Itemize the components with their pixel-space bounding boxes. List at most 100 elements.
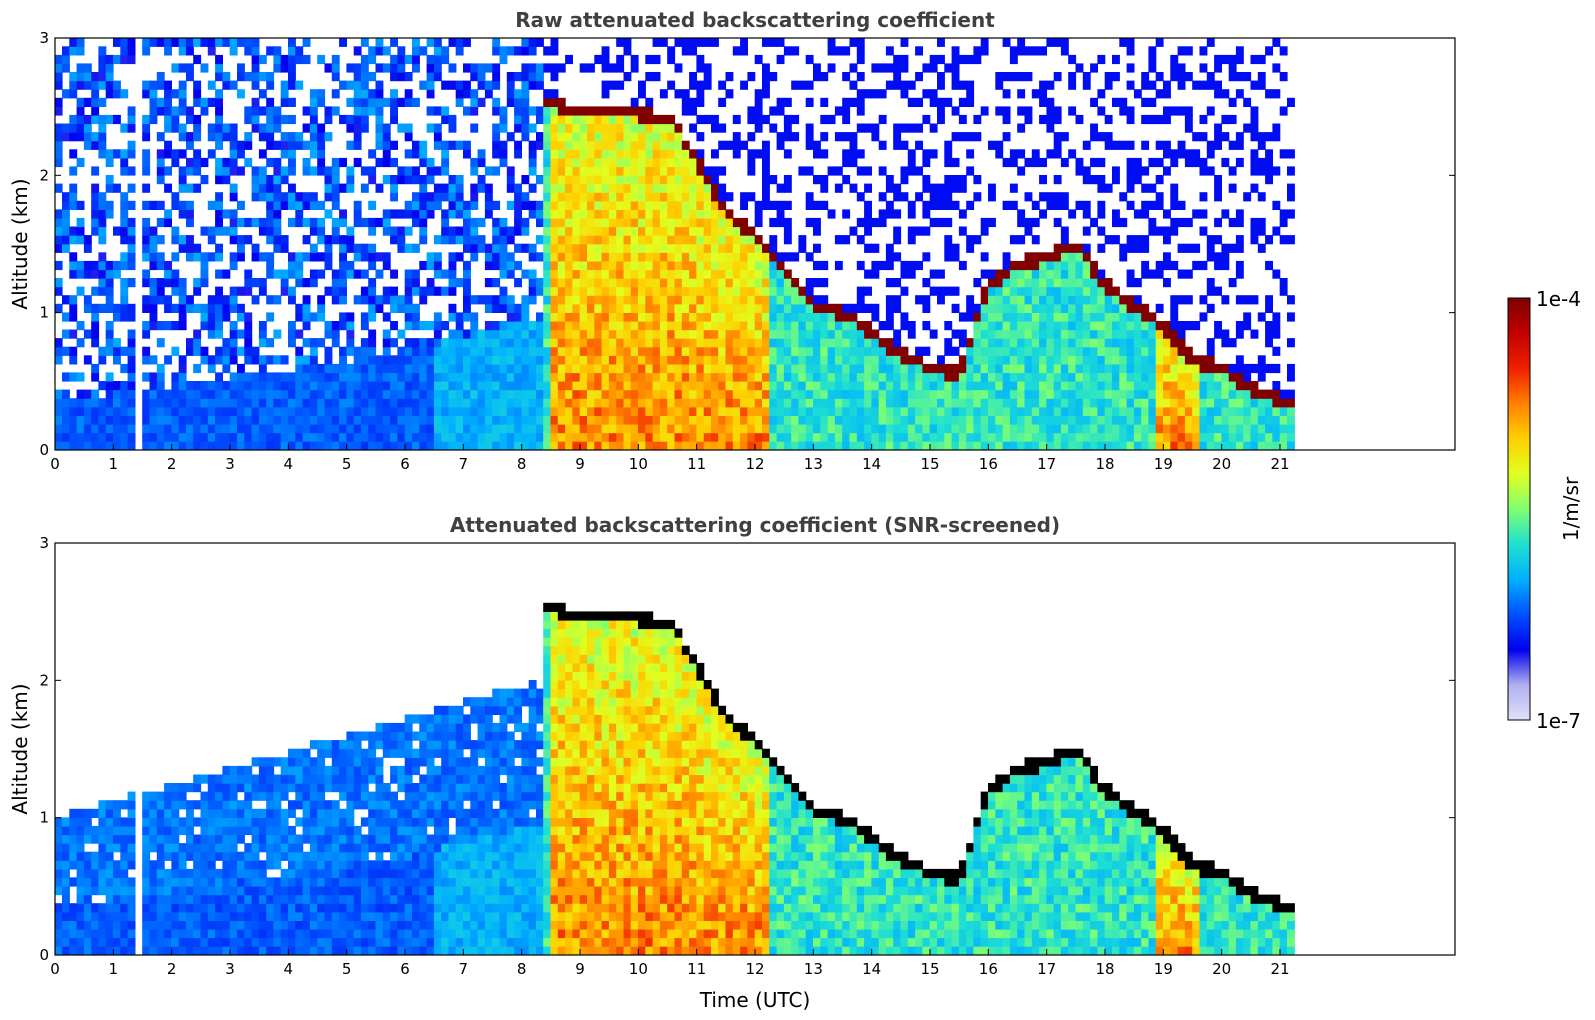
heatmap-cell	[638, 89, 646, 99]
heatmap-cell	[601, 114, 610, 125]
heatmap-cell	[127, 381, 136, 391]
heatmap-cell	[973, 46, 982, 56]
heatmap-cell	[1024, 346, 1033, 356]
heatmap-cell	[164, 398, 172, 408]
heatmap-cell	[645, 363, 654, 374]
heatmap-cell	[492, 372, 501, 382]
heatmap-cell	[608, 183, 617, 193]
heatmap-cell	[652, 192, 661, 202]
heatmap-cell	[783, 415, 792, 425]
heatmap-cell	[1170, 321, 1179, 331]
heatmap-cell	[127, 424, 136, 434]
heatmap-cell	[1112, 346, 1120, 356]
heatmap-cell	[1017, 329, 1026, 339]
heatmap-cell	[521, 295, 530, 305]
heatmap-cell	[382, 46, 391, 56]
heatmap-cell	[711, 260, 719, 271]
heatmap-cell	[980, 329, 989, 339]
heatmap-cell	[885, 183, 894, 193]
heatmap-cell	[557, 217, 566, 228]
heatmap-cell	[1053, 295, 1062, 305]
heatmap-cell	[856, 123, 865, 133]
heatmap-cell	[1155, 226, 1164, 236]
heatmap-cell	[397, 63, 406, 73]
heatmap-cell	[207, 123, 216, 133]
heatmap-cell	[1031, 260, 1040, 271]
heatmap-cell	[1024, 278, 1033, 288]
heatmap-cell	[718, 381, 727, 391]
heatmap-cell	[929, 424, 938, 434]
heatmap-cell	[798, 312, 807, 322]
heatmap-cell	[1046, 97, 1055, 107]
heatmap-cell	[98, 114, 107, 125]
heatmap-cell	[69, 303, 78, 313]
heatmap-cell	[900, 54, 909, 65]
heatmap-cell	[929, 183, 938, 193]
heatmap-cell	[543, 46, 552, 56]
heatmap-cell	[557, 114, 566, 125]
heatmap-cell	[864, 346, 872, 356]
heatmap-cell	[426, 286, 435, 296]
heatmap-cell	[200, 260, 209, 271]
heatmap-cell	[1221, 441, 1230, 450]
heatmap-cell	[69, 432, 78, 442]
heatmap-cell	[1126, 406, 1135, 416]
heatmap-cell	[1068, 381, 1077, 391]
heatmap-cell	[864, 389, 872, 399]
heatmap-cell	[484, 80, 493, 90]
heatmap-cell	[433, 321, 442, 331]
heatmap-cell	[769, 269, 778, 279]
heatmap-cell	[499, 321, 508, 331]
heatmap-cell	[550, 363, 559, 374]
heatmap-cell	[703, 303, 712, 313]
heatmap-cell	[623, 441, 632, 450]
heatmap-cell	[477, 149, 486, 159]
heatmap-cell	[645, 72, 654, 82]
heatmap-cell	[929, 432, 938, 442]
heatmap-cell	[237, 286, 245, 296]
heatmap-cell	[1112, 398, 1120, 408]
heatmap-cell	[499, 329, 508, 339]
heatmap-cell	[594, 346, 603, 356]
heatmap-cell	[966, 166, 975, 176]
heatmap-cell	[616, 106, 625, 116]
heatmap-cell	[360, 338, 369, 348]
heatmap-cell	[536, 389, 544, 399]
heatmap-cell	[623, 372, 632, 382]
heatmap-cell	[1126, 278, 1135, 288]
heatmap-cell	[1163, 355, 1171, 365]
heatmap-cell	[608, 338, 617, 348]
heatmap-cell	[149, 97, 158, 107]
heatmap-cell	[988, 192, 996, 202]
heatmap-cell	[762, 149, 770, 159]
heatmap-cell	[696, 321, 705, 331]
heatmap-cell	[390, 38, 398, 47]
heatmap-cell	[550, 406, 559, 416]
heatmap-cell	[171, 89, 180, 99]
heatmap-cell	[506, 252, 515, 262]
heatmap-cell	[1097, 303, 1106, 313]
heatmap-cell	[1133, 312, 1142, 322]
heatmap-cell	[83, 243, 92, 253]
heatmap-cell	[229, 381, 238, 391]
heatmap-cell	[288, 252, 296, 262]
heatmap-cell	[288, 338, 296, 348]
heatmap-cell	[973, 321, 982, 331]
heatmap-cell	[711, 295, 719, 305]
heatmap-cell	[608, 398, 617, 408]
heatmap-cell	[1148, 80, 1157, 90]
heatmap-cell	[499, 372, 508, 382]
heatmap-cell	[412, 269, 420, 279]
heatmap-cell	[557, 140, 566, 150]
heatmap-cell	[1126, 303, 1135, 313]
heatmap-cell	[229, 140, 238, 150]
heatmap-cell	[470, 123, 479, 133]
heatmap-cell	[178, 389, 187, 399]
heatmap-cell	[120, 381, 129, 391]
heatmap-cell	[455, 312, 464, 322]
heatmap-cell	[754, 54, 763, 65]
heatmap-cell	[288, 140, 296, 150]
heatmap-cell	[76, 260, 85, 271]
heatmap-cell	[813, 200, 821, 210]
heatmap-cell	[1009, 355, 1018, 365]
